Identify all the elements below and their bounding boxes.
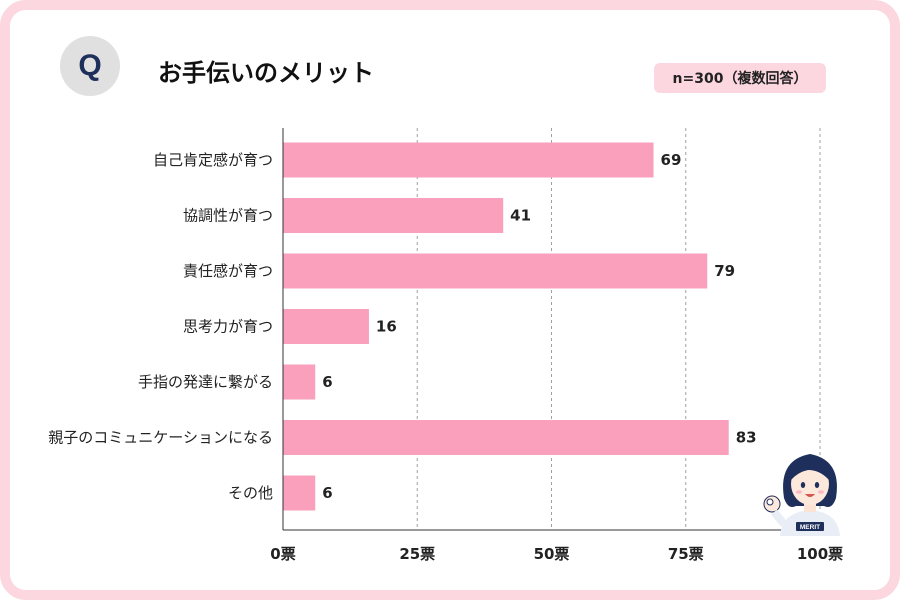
x-tick-label: 50票 [534, 545, 570, 563]
category-label: 自己肯定感が育つ [153, 151, 273, 169]
bar [283, 198, 504, 233]
x-tick-label: 100票 [797, 545, 843, 563]
x-tick-label: 75票 [668, 545, 704, 563]
bar [283, 475, 316, 511]
question-letter: Q [78, 49, 102, 82]
question-badge: Q [60, 36, 120, 96]
category-label: 協調性が育つ [183, 207, 273, 225]
bar [283, 253, 708, 289]
data-label: 69 [661, 151, 682, 169]
merit-mascot-icon: MERIT [763, 454, 840, 536]
category-label: 親子のコミュニケーションになる [48, 429, 273, 447]
mascot-badge-text: MERIT [800, 524, 820, 531]
x-tick-label: 0票 [270, 545, 295, 563]
data-label: 6 [322, 484, 332, 502]
category-label: その他 [228, 484, 273, 502]
bar [283, 142, 654, 178]
category-label: 思考力が育つ [183, 318, 273, 336]
chart-title: お手伝いのメリット [158, 59, 374, 87]
category-label: 手指の発達に繋がる [138, 373, 273, 391]
category-label: 責任感が育つ [183, 262, 273, 280]
data-label: 6 [322, 373, 332, 391]
bar [283, 364, 316, 400]
bar [283, 309, 369, 344]
x-tick-label: 25票 [399, 545, 435, 563]
sample-size-badge: n=300（複数回答） [654, 63, 826, 93]
data-label: 16 [376, 318, 397, 336]
bar [283, 420, 729, 455]
data-label: 83 [736, 429, 757, 447]
data-label: 41 [510, 207, 531, 225]
data-label: 79 [714, 262, 735, 280]
